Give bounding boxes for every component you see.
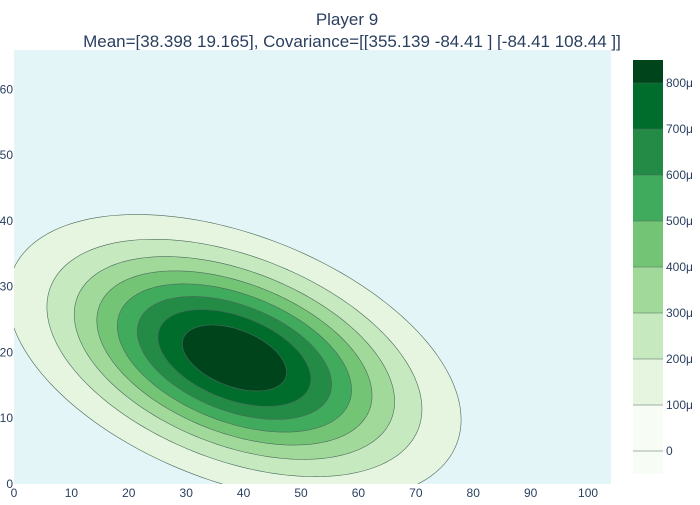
- y-tick-label: 30: [0, 280, 13, 294]
- x-tick-label: 100: [578, 486, 598, 500]
- colorbar-segment: [633, 359, 663, 405]
- colorbar-tick-label: 500μ: [666, 214, 693, 228]
- y-tick-label: 40: [0, 214, 13, 228]
- y-axis: 0 10 20 30 40 50 60: [0, 82, 13, 491]
- colorbar-segment: [633, 267, 663, 313]
- x-axis: 0 10 20 30 40 50 60 70 80 90 100: [11, 486, 599, 500]
- chart-subtitle: Mean=[38.398 19.165], Covariance=[[355.1…: [83, 32, 621, 51]
- colorbar-segment: [633, 83, 663, 129]
- colorbar-tick-label: 100μ: [666, 398, 693, 412]
- colorbar-tick-label: 200μ: [666, 352, 693, 366]
- colorbar-tick-label: 800μ: [666, 76, 693, 90]
- x-tick-label: 30: [180, 486, 194, 500]
- colorbar-tick-label: 0: [666, 444, 673, 458]
- y-tick-label: 60: [0, 82, 13, 96]
- y-tick-label: 20: [0, 345, 13, 359]
- x-tick-label: 40: [237, 486, 251, 500]
- x-tick-label: 90: [524, 486, 538, 500]
- y-tick-label: 50: [0, 148, 13, 162]
- colorbar-segment: [633, 175, 663, 221]
- contour-fills: [14, 214, 462, 484]
- x-tick-label: 20: [122, 486, 136, 500]
- chart-title: Player 9: [316, 10, 378, 29]
- contour-level-8: [182, 324, 287, 392]
- colorbar-segment: [633, 60, 663, 83]
- x-tick-label: 80: [467, 486, 481, 500]
- colorbar-segment: [633, 405, 663, 474]
- x-tick-label: 0: [11, 486, 18, 500]
- colorbar-tick-label: 300μ: [666, 306, 693, 320]
- x-tick-label: 60: [352, 486, 366, 500]
- colorbar-tick-label: 400μ: [666, 260, 693, 274]
- colorbar-segment: [633, 313, 663, 359]
- x-tick-label: 70: [409, 486, 423, 500]
- colorbar-tick-label: 600μ: [666, 168, 693, 182]
- colorbar-segment: [633, 221, 663, 267]
- colorbar-tick-label: 700μ: [666, 122, 693, 136]
- x-tick-label: 50: [294, 486, 308, 500]
- colorbar: 0 100μ 200μ 300μ 400μ 500μ 600μ 700μ 800μ: [633, 60, 693, 474]
- plot-area: [14, 50, 611, 484]
- x-tick-label: 10: [65, 486, 79, 500]
- colorbar-segment: [633, 129, 663, 175]
- y-tick-label: 10: [0, 411, 13, 425]
- y-tick-label: 0: [6, 477, 13, 491]
